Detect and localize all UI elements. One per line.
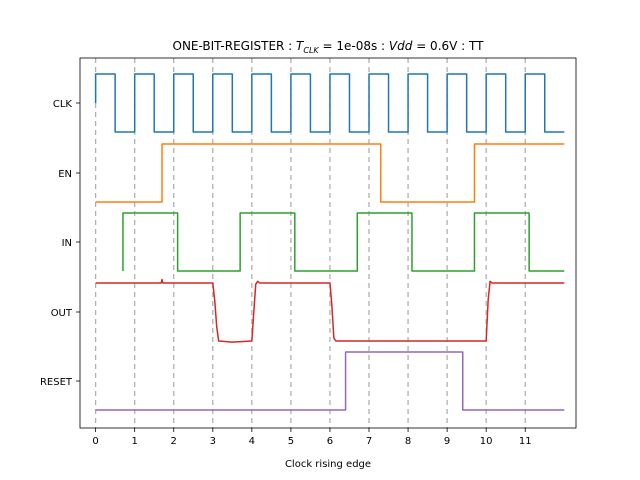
y-tick-label: CLK [53, 99, 73, 110]
grid-lines [94, 58, 526, 428]
x-tick-label: 8 [405, 436, 411, 447]
series-out-line [95, 278, 565, 343]
series-clk-line [94, 73, 565, 133]
series-reset-line [95, 351, 565, 411]
x-tick-label: 2 [171, 436, 177, 447]
chart-title: ONE-BIT-REGISTER : TCLK = 1e-08s : Vdd =… [173, 39, 485, 55]
x-tick-label: 1 [131, 436, 137, 447]
x-tick-label: 5 [288, 436, 294, 447]
x-tick-label: 9 [444, 436, 450, 447]
series-in-line [122, 212, 565, 272]
x-axis-label: Clock rising edge [285, 459, 371, 470]
y-ticks: CLK EN IN OUT RESET [40, 99, 80, 388]
x-tick-label: 10 [480, 436, 493, 447]
plot-frame [79, 57, 577, 429]
x-tick-label: 7 [366, 436, 372, 447]
x-tick-label: 6 [327, 436, 333, 447]
x-tick-label: 11 [519, 436, 532, 447]
x-tick-label: 0 [92, 436, 98, 447]
signal-traces [94, 73, 565, 411]
x-ticks: 0 1 2 3 4 5 6 7 8 9 10 11 [92, 428, 532, 447]
y-tick-label: RESET [40, 377, 73, 388]
y-tick-label: OUT [51, 308, 73, 319]
series-en-line [95, 143, 565, 203]
x-tick-label: 4 [249, 436, 255, 447]
y-tick-label: IN [62, 238, 72, 249]
y-tick-label: EN [58, 169, 72, 180]
x-tick-label: 3 [210, 436, 216, 447]
